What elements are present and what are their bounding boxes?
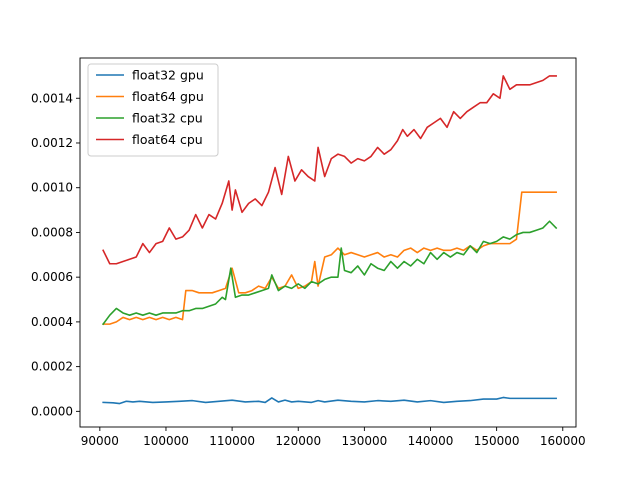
y-tick-label: 0.0004 bbox=[31, 315, 73, 329]
y-tick-label: 0.0012 bbox=[31, 136, 73, 150]
series-line-float64-cpu bbox=[102, 75, 557, 265]
x-tick-label: 140000 bbox=[408, 434, 454, 448]
x-tick-label: 160000 bbox=[540, 434, 586, 448]
x-tick-label: 110000 bbox=[209, 434, 255, 448]
y-tick-label: 0.0006 bbox=[31, 270, 73, 284]
plot-area bbox=[102, 75, 558, 405]
series-line-float32-cpu bbox=[102, 220, 558, 326]
x-tick-label: 120000 bbox=[275, 434, 321, 448]
legend-label: float32 gpu bbox=[132, 68, 204, 83]
y-tick-label: 0.0014 bbox=[31, 91, 73, 105]
y-tick-label: 0.0000 bbox=[31, 404, 73, 418]
axes: 90000 100000 110000 120000 130000 140000 15000… bbox=[31, 57, 586, 448]
x-tick-label: 150000 bbox=[474, 434, 520, 448]
x-tick-label: 90000 bbox=[81, 434, 119, 448]
legend-label: float32 cpu bbox=[132, 111, 203, 126]
axes-frame bbox=[79, 57, 577, 428]
y-tick-label: 0.0010 bbox=[31, 181, 73, 195]
y-tick-label: 0.0008 bbox=[31, 225, 73, 239]
series-line-float32-gpu bbox=[102, 396, 557, 405]
x-tick-label: 130000 bbox=[341, 434, 387, 448]
legend-label: float64 cpu bbox=[132, 132, 203, 147]
y-tick-label: 0.0002 bbox=[31, 360, 73, 374]
legend: float32 gpu float64 gpu float32 cpu float64… bbox=[87, 63, 219, 157]
legend-box bbox=[87, 63, 219, 157]
x-tick-label: 100000 bbox=[143, 434, 189, 448]
legend-label: float64 gpu bbox=[132, 89, 204, 104]
series-line-float64-gpu bbox=[102, 191, 557, 325]
